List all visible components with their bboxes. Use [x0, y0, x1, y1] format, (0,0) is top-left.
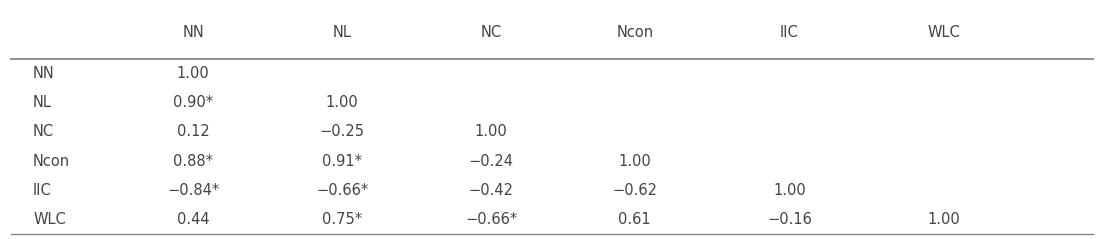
Text: 0.88*: 0.88*	[173, 153, 213, 168]
Text: 1.00: 1.00	[475, 124, 508, 139]
Text: 1.00: 1.00	[773, 183, 806, 198]
Text: WLC: WLC	[33, 212, 66, 227]
Text: NL: NL	[332, 25, 352, 40]
Text: 0.90*: 0.90*	[173, 95, 213, 110]
Text: −0.24: −0.24	[469, 153, 513, 168]
Text: −0.66*: −0.66*	[316, 183, 369, 198]
Text: 0.75*: 0.75*	[322, 212, 362, 227]
Text: −0.25: −0.25	[320, 124, 364, 139]
Text: −0.42: −0.42	[469, 183, 513, 198]
Text: 1.00: 1.00	[326, 95, 359, 110]
Text: −0.66*: −0.66*	[465, 212, 518, 227]
Text: IIC: IIC	[33, 183, 52, 198]
Text: NC: NC	[33, 124, 54, 139]
Text: NN: NN	[182, 25, 204, 40]
Text: IIC: IIC	[781, 25, 798, 40]
Text: Ncon: Ncon	[616, 25, 654, 40]
Text: 1.00: 1.00	[177, 66, 210, 81]
Text: 0.61: 0.61	[618, 212, 651, 227]
Text: 1.00: 1.00	[618, 153, 651, 168]
Text: −0.84*: −0.84*	[167, 183, 220, 198]
Text: −0.62: −0.62	[613, 183, 657, 198]
Text: 1.00: 1.00	[927, 212, 960, 227]
Text: NC: NC	[480, 25, 502, 40]
Text: WLC: WLC	[927, 25, 960, 40]
Text: 0.91*: 0.91*	[322, 153, 362, 168]
Text: NN: NN	[33, 66, 55, 81]
Text: Ncon: Ncon	[33, 153, 71, 168]
Text: 0.12: 0.12	[177, 124, 210, 139]
Text: NL: NL	[33, 95, 52, 110]
Text: −0.16: −0.16	[767, 212, 811, 227]
Text: 0.44: 0.44	[177, 212, 210, 227]
